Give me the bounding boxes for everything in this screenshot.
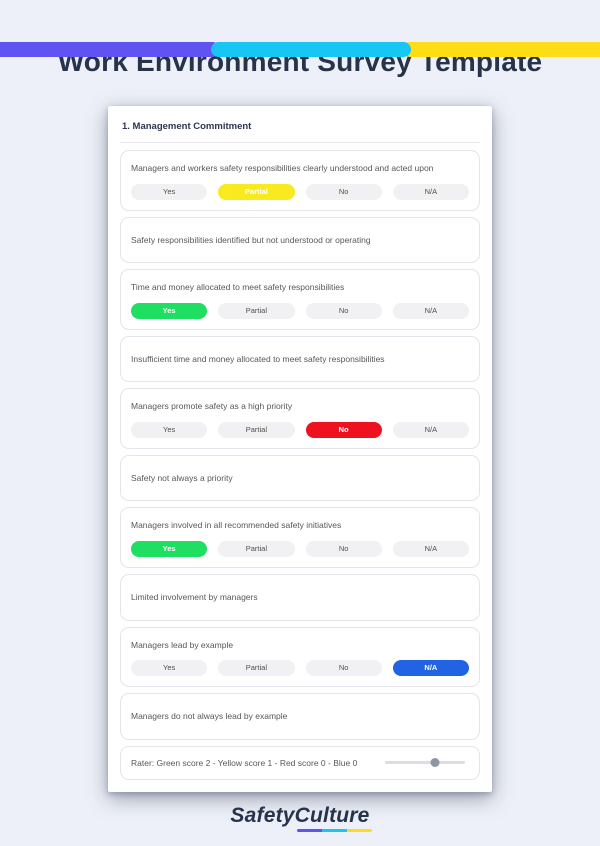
question-text: Insufficient time and money allocated to… bbox=[131, 353, 385, 364]
question-row: Time and money allocated to meet safety … bbox=[120, 269, 480, 330]
question-text: Managers do not always lead by example bbox=[131, 711, 288, 722]
options-row: Yes Partial No N/A bbox=[131, 183, 469, 200]
score-slider[interactable] bbox=[385, 758, 465, 768]
rater-text: Rater: Green score 2 - Yellow score 1 - … bbox=[131, 757, 358, 768]
rater-row: Rater: Green score 2 - Yellow score 1 - … bbox=[120, 745, 480, 780]
options-row: Yes Partial No N/A bbox=[131, 660, 469, 677]
option-yes[interactable]: Yes bbox=[131, 540, 208, 557]
option-yes[interactable]: Yes bbox=[131, 421, 208, 438]
question-text: Safety not always a priority bbox=[131, 472, 233, 483]
footer: SafetyCulture bbox=[0, 804, 600, 832]
question-text: Managers promote safety as a high priori… bbox=[131, 401, 293, 412]
question-text: Safety responsibilities identified but n… bbox=[131, 234, 371, 245]
question-text: Managers involved in all recommended saf… bbox=[131, 520, 342, 531]
question-row: Safety not always a priority bbox=[120, 454, 480, 502]
option-yes[interactable]: Yes bbox=[131, 302, 208, 319]
question-list: Managers and workers safety responsibili… bbox=[120, 150, 480, 740]
question-row: Safety responsibilities identified but n… bbox=[120, 216, 480, 264]
slider-thumb[interactable] bbox=[430, 758, 440, 768]
options-row: Yes Partial No N/A bbox=[131, 540, 469, 557]
accent-bar-segment-yellow bbox=[402, 42, 600, 57]
options-row: Yes Partial No N/A bbox=[131, 302, 469, 319]
logo-underline bbox=[296, 829, 372, 832]
option-partial[interactable]: Partial bbox=[218, 421, 295, 438]
option-no[interactable]: No bbox=[305, 540, 382, 557]
top-accent-bar bbox=[0, 42, 600, 57]
option-na[interactable]: N/A bbox=[392, 660, 469, 677]
survey-card: 1. Management Commitment Managers and wo… bbox=[108, 106, 492, 792]
option-no[interactable]: No bbox=[305, 421, 382, 438]
question-row: Managers involved in all recommended saf… bbox=[120, 507, 480, 568]
question-row: Insufficient time and money allocated to… bbox=[120, 335, 480, 383]
section-title: 1. Management Commitment bbox=[120, 119, 480, 143]
slider-track[interactable] bbox=[385, 761, 465, 765]
option-no[interactable]: No bbox=[305, 183, 382, 200]
accent-bar-segment-cyan bbox=[211, 42, 411, 57]
question-row: Managers and workers safety responsibili… bbox=[120, 150, 480, 211]
question-row: Limited involvement by managers bbox=[120, 573, 480, 621]
question-text: Managers lead by example bbox=[131, 639, 234, 650]
question-text: Managers and workers safety responsibili… bbox=[131, 163, 434, 173]
question-row: Managers do not always lead by example bbox=[120, 693, 480, 740]
question-text: Limited involvement by managers bbox=[131, 591, 258, 602]
option-no[interactable]: No bbox=[305, 660, 382, 677]
option-na[interactable]: N/A bbox=[392, 183, 469, 200]
question-text: Time and money allocated to meet safety … bbox=[131, 282, 345, 293]
question-row: Managers promote safety as a high priori… bbox=[120, 388, 480, 449]
option-partial[interactable]: Partial bbox=[218, 540, 295, 557]
option-partial[interactable]: Partial bbox=[218, 183, 295, 200]
option-no[interactable]: No bbox=[305, 302, 382, 319]
options-row: Yes Partial No N/A bbox=[131, 421, 469, 438]
question-row: Managers lead by example Yes Partial No N/A bbox=[120, 626, 480, 688]
option-partial[interactable]: Partial bbox=[218, 302, 295, 319]
option-yes[interactable]: Yes bbox=[131, 183, 208, 200]
accent-bar-segment-purple bbox=[0, 42, 220, 57]
option-na[interactable]: N/A bbox=[392, 302, 469, 319]
option-partial[interactable]: Partial bbox=[218, 660, 295, 677]
option-na[interactable]: N/A bbox=[392, 421, 469, 438]
option-yes[interactable]: Yes bbox=[131, 660, 208, 677]
safetyculture-logo: SafetyCulture bbox=[230, 804, 372, 832]
option-na[interactable]: N/A bbox=[392, 540, 469, 557]
logo-text-culture: Culture bbox=[295, 804, 372, 832]
logo-text-safety: Safety bbox=[230, 804, 295, 827]
